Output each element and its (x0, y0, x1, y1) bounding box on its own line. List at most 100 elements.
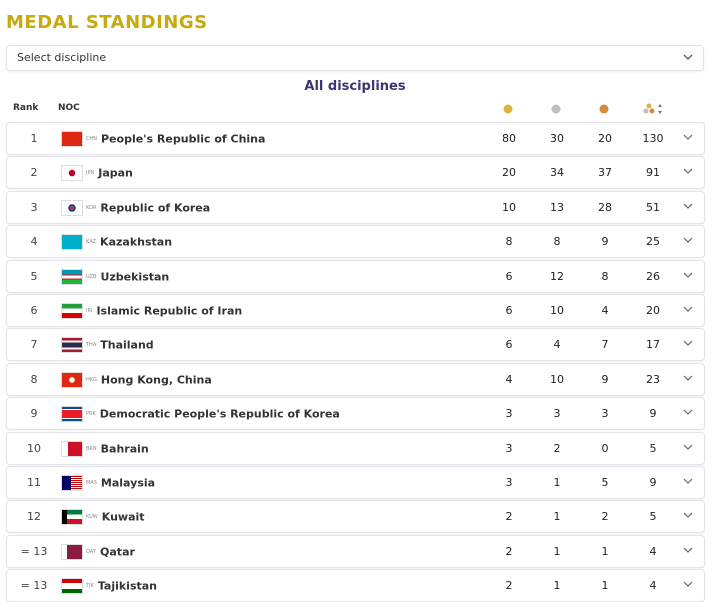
flag (61, 509, 83, 526)
expand-chevron[interactable] (683, 168, 693, 175)
expand-chevron[interactable] (683, 512, 693, 519)
country-name: Tajikistan (97, 579, 158, 593)
expand-chevron[interactable] (683, 444, 693, 451)
bronze-count: 1 (601, 579, 609, 593)
total-count: 91 (646, 166, 660, 180)
expand-chevron[interactable] (683, 237, 693, 244)
noc-code: CHN (86, 136, 97, 142)
noc: KOR Republic of Korea (86, 201, 210, 214)
medal-icons (503, 103, 663, 115)
silver-count: 1 (553, 544, 561, 558)
noc-code: TJK (86, 583, 94, 590)
expand-chevron[interactable] (683, 203, 693, 210)
expand-chevron[interactable] (683, 272, 693, 279)
noc: HKG Hong Kong, China (86, 373, 212, 387)
total-count: 9 (649, 476, 657, 489)
total-count: 4 (649, 544, 657, 558)
rank: 10 (27, 441, 41, 455)
noc-header: NOC (58, 103, 80, 113)
rank: 8 (30, 372, 38, 386)
total-count: 23 (646, 372, 660, 386)
rank: 12 (27, 510, 41, 524)
bronze-count: 5 (601, 476, 609, 489)
table-row[interactable]: 8 HKG Hong Kong, China 4 10 9 23 (6, 362, 705, 396)
noc-code: HKG (86, 376, 97, 383)
flag (61, 578, 83, 595)
bronze-icon (599, 104, 609, 114)
noc-code: IRI (86, 308, 93, 314)
silver-count: 10 (550, 304, 564, 317)
expand-chevron[interactable] (683, 375, 693, 382)
noc-code: KUW (86, 514, 98, 521)
country-name: Islamic Republic of Iran (96, 304, 243, 318)
expand-chevron[interactable] (683, 581, 693, 588)
bronze-count: 9 (601, 235, 609, 249)
gold-count: 2 (505, 544, 513, 558)
noc-code: BRN (86, 445, 97, 452)
flag (61, 440, 83, 457)
expand-chevron[interactable] (683, 478, 693, 485)
table-row[interactable]: 3 KOR Republic of Korea 10 13 28 51 (6, 190, 705, 224)
gold-count: 3 (505, 407, 513, 421)
page-title: MEDAL STANDINGS (6, 12, 208, 33)
total-count: 9 (649, 407, 657, 421)
table-row[interactable]: 9 PRK Democratic People's Republic of Kore… (6, 397, 705, 431)
total-icon[interactable] (643, 103, 663, 115)
total-count: 25 (646, 235, 660, 249)
flag (61, 337, 83, 354)
table-row[interactable]: 7 THA Thailand 6 4 7 17 (6, 328, 705, 362)
table-row[interactable]: 10 BRN Bahrain 3 2 0 5 (6, 431, 705, 465)
total-count: 4 (649, 579, 657, 593)
flag (61, 131, 83, 147)
noc-code: UZB (86, 273, 97, 280)
noc-code: JPN (86, 170, 95, 177)
table-row[interactable]: 11 MAS Malaysia 3 1 5 9 (6, 466, 705, 499)
rank: = 13 (20, 579, 48, 593)
table-row[interactable]: 2 JPN Japan 20 34 37 91 (6, 156, 705, 190)
select-placeholder: Select discipline (17, 51, 107, 64)
noc: QAT Qatar (86, 545, 135, 558)
noc-code: KAZ (86, 239, 97, 246)
gold-count: 80 (502, 132, 516, 145)
bronze-count: 0 (601, 441, 609, 455)
table-row[interactable]: 12 KUW Kuwait 2 1 2 5 (6, 500, 705, 534)
expand-chevron[interactable] (683, 409, 693, 416)
silver-count: 34 (550, 166, 564, 180)
gold-count: 3 (505, 441, 513, 455)
expand-chevron[interactable] (683, 134, 693, 141)
bronze-count: 2 (601, 510, 609, 524)
table-row[interactable]: 6 IRI Islamic Republic of Iran 6 10 4 20 (6, 294, 705, 327)
gold-count: 6 (505, 269, 513, 283)
noc-code: KOR (86, 204, 97, 211)
expand-chevron[interactable] (683, 547, 693, 554)
rank: 7 (30, 338, 38, 352)
gold-count: 2 (505, 579, 513, 593)
silver-count: 2 (553, 441, 561, 455)
expand-chevron[interactable] (683, 340, 693, 347)
flag (61, 475, 83, 491)
noc: THA Thailand (86, 338, 154, 352)
total-count: 26 (646, 269, 660, 283)
expand-chevron[interactable] (683, 306, 693, 313)
table-row[interactable]: 4 KAZ Kazakhstan 8 8 9 25 (6, 225, 705, 259)
rank: 2 (30, 166, 38, 180)
rank: 4 (30, 235, 38, 249)
silver-icon (551, 104, 561, 114)
table-row[interactable]: 5 UZB Uzbekistan 6 12 8 26 (6, 259, 705, 293)
gold-count: 4 (505, 372, 513, 386)
flag (61, 199, 83, 216)
discipline-select[interactable]: Select discipline (6, 45, 704, 71)
country-name: Uzbekistan (100, 270, 170, 284)
country-name: Bahrain (100, 442, 149, 456)
gold-count: 6 (505, 304, 513, 317)
country-name: People's Republic of China (101, 132, 266, 146)
table-row[interactable]: 1 CHN People's Republic of China 80 30 20 130 (6, 122, 705, 155)
table-row[interactable]: = 13 TJK Tajikistan 2 1 1 4 (6, 569, 705, 602)
country-name: Hong Kong, China (100, 373, 212, 387)
table-row[interactable]: = 13 QAT Qatar 2 1 1 4 (6, 534, 705, 568)
bronze-count: 4 (601, 304, 609, 317)
flag (61, 371, 83, 388)
silver-count: 13 (550, 200, 564, 214)
bronze-count: 9 (601, 372, 609, 386)
bronze-count: 37 (598, 166, 612, 180)
